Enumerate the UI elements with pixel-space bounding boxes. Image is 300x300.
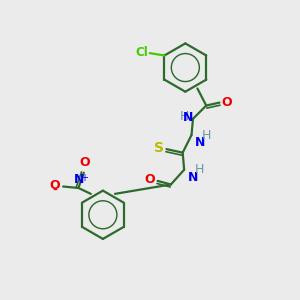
Text: S: S: [154, 141, 164, 154]
Text: Cl: Cl: [136, 46, 148, 59]
Text: N: N: [183, 111, 193, 124]
Text: O: O: [79, 156, 90, 169]
Text: O: O: [144, 173, 155, 186]
Text: N: N: [74, 172, 84, 186]
Text: O: O: [50, 178, 60, 191]
Text: +: +: [80, 173, 88, 183]
Text: N: N: [188, 171, 198, 184]
Text: O: O: [222, 95, 232, 109]
Text: H: H: [202, 129, 211, 142]
Text: H: H: [195, 163, 204, 176]
Text: H: H: [180, 110, 190, 123]
Text: -: -: [52, 184, 57, 198]
Text: N: N: [194, 136, 205, 149]
